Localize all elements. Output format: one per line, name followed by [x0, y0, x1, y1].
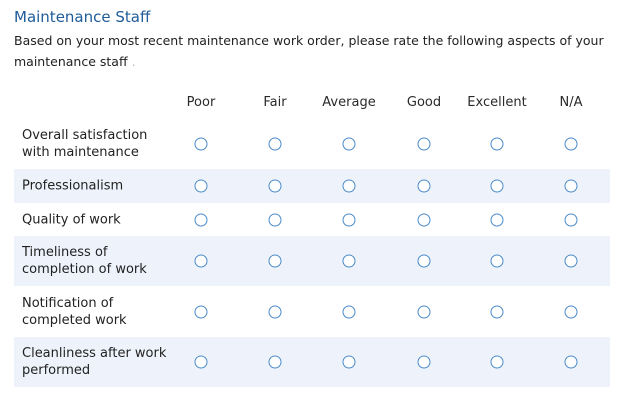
- radio-average[interactable]: [342, 137, 356, 151]
- radio-poor[interactable]: [194, 179, 208, 193]
- column-header-good: Good: [406, 95, 442, 110]
- radio-good[interactable]: [417, 355, 431, 369]
- radio-fair[interactable]: [268, 213, 282, 226]
- row-label: Overall satisfaction with maintenance: [22, 128, 148, 160]
- radio-good[interactable]: [417, 179, 431, 193]
- radio-fair[interactable]: [268, 355, 282, 369]
- column-header-excellent: Excellent: [467, 95, 527, 110]
- column-header-average: Average: [322, 95, 376, 110]
- column-header-poor: Poor: [186, 95, 216, 110]
- matrix-row-timeliness: Timeliness of completion of work: [14, 236, 610, 286]
- radio-excellent[interactable]: [490, 254, 504, 268]
- matrix-row-quality-of-work: Quality of work: [14, 203, 610, 236]
- radio-average[interactable]: [342, 305, 356, 318]
- radio-excellent[interactable]: [490, 213, 504, 226]
- row-label: Professionalism: [22, 178, 124, 194]
- radio-good[interactable]: [417, 305, 431, 318]
- radio-na[interactable]: [564, 355, 578, 369]
- matrix-header: Poor Fair Average Good Excellent N/A: [14, 90, 610, 119]
- radio-good[interactable]: [417, 213, 431, 226]
- radio-average[interactable]: [342, 355, 356, 369]
- radio-na[interactable]: [564, 179, 578, 193]
- radio-poor[interactable]: [194, 305, 208, 318]
- row-label: Notification of completed work: [22, 295, 127, 328]
- matrix-row-overall-satisfaction: Overall satisfaction with maintenance: [14, 119, 610, 169]
- radio-average[interactable]: [342, 179, 356, 193]
- radio-excellent[interactable]: [490, 179, 504, 193]
- radio-average[interactable]: [342, 213, 356, 226]
- radio-poor[interactable]: [194, 254, 208, 268]
- column-header-na: N/A: [559, 95, 583, 110]
- description-text: Based on your most recent maintenance wo…: [14, 33, 604, 69]
- radio-na[interactable]: [564, 254, 578, 268]
- radio-fair[interactable]: [268, 254, 282, 268]
- section-description: Based on your most recent maintenance wo…: [14, 30, 609, 72]
- radio-poor[interactable]: [194, 213, 208, 226]
- column-header-fair: Fair: [263, 95, 287, 110]
- row-label: Cleanliness after work performed: [22, 346, 167, 378]
- row-label: Quality of work: [22, 212, 121, 227]
- matrix-row-professionalism: Professionalism: [14, 169, 610, 203]
- radio-excellent[interactable]: [490, 305, 504, 318]
- radio-excellent[interactable]: [490, 355, 504, 369]
- radio-poor[interactable]: [194, 355, 208, 369]
- description-trailing-dot: .: [131, 54, 136, 69]
- row-label: Timeliness of completion of work: [22, 245, 147, 277]
- radio-fair[interactable]: [268, 179, 282, 193]
- matrix-row-notification: Notification of completed work: [14, 286, 610, 337]
- section-title: Maintenance Staff: [14, 8, 151, 26]
- matrix-row-cleanliness: Cleanliness after work performed: [14, 337, 610, 387]
- radio-excellent[interactable]: [490, 137, 504, 151]
- radio-na[interactable]: [564, 305, 578, 318]
- radio-average[interactable]: [342, 254, 356, 268]
- radio-good[interactable]: [417, 137, 431, 151]
- rating-matrix: Poor Fair Average Good Excellent N/A Ove…: [14, 90, 610, 387]
- radio-good[interactable]: [417, 254, 431, 268]
- radio-fair[interactable]: [268, 137, 282, 151]
- radio-na[interactable]: [564, 137, 578, 151]
- radio-poor[interactable]: [194, 137, 208, 151]
- radio-fair[interactable]: [268, 305, 282, 318]
- radio-na[interactable]: [564, 213, 578, 226]
